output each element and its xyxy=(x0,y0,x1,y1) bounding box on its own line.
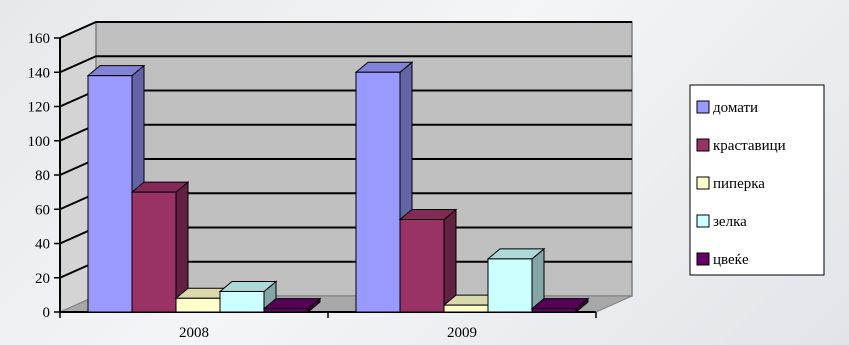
bar xyxy=(530,297,590,314)
y-tick-label: 80 xyxy=(35,168,50,184)
bar-front xyxy=(399,219,445,313)
bar xyxy=(354,61,414,314)
legend-swatch xyxy=(696,252,710,266)
bar-front xyxy=(531,308,577,313)
bar xyxy=(130,181,190,314)
bar xyxy=(262,297,322,314)
bar-front xyxy=(131,191,177,313)
legend-label: домати xyxy=(713,100,758,116)
y-tick-label: 40 xyxy=(35,237,50,253)
x-tick-label: 2008 xyxy=(179,325,209,341)
bars xyxy=(86,61,590,314)
bar-front xyxy=(487,258,533,313)
y-tick-label: 20 xyxy=(35,271,50,287)
bar-front xyxy=(175,297,221,313)
gridline xyxy=(59,21,632,39)
y-tick-label: 160 xyxy=(28,31,51,47)
legend-label: зелка xyxy=(713,214,747,230)
y-tick-label: 120 xyxy=(28,100,51,116)
legend-swatch xyxy=(696,214,710,228)
bar xyxy=(398,208,458,314)
y-tick-label: 140 xyxy=(28,65,51,81)
legend-swatch xyxy=(696,138,710,152)
y-tick-label: 60 xyxy=(35,202,50,218)
legend: домати краставици пиперка зелка цвеќе xyxy=(689,84,825,276)
legend-swatch xyxy=(696,176,710,190)
bar xyxy=(218,280,278,314)
bar-front xyxy=(219,290,265,313)
y-tick-label: 100 xyxy=(28,134,51,150)
y-axis: 0 20 40 60 80 100 120 140 160 xyxy=(28,31,61,321)
y-tick-label: 0 xyxy=(43,305,51,321)
legend-box xyxy=(689,84,825,276)
legend-label: краставици xyxy=(713,138,786,154)
legend-label: пиперка xyxy=(713,176,765,192)
legend-swatch xyxy=(696,100,710,114)
legend-label: цвеќе xyxy=(713,252,749,268)
bar xyxy=(486,247,546,314)
gridline xyxy=(59,55,632,74)
bar-front xyxy=(443,304,489,313)
bar-front xyxy=(87,75,133,313)
bar-front xyxy=(263,308,309,313)
bar-front xyxy=(355,71,401,313)
x-tick-label: 2009 xyxy=(447,325,477,341)
x-axis: 2008 2009 xyxy=(59,311,597,341)
